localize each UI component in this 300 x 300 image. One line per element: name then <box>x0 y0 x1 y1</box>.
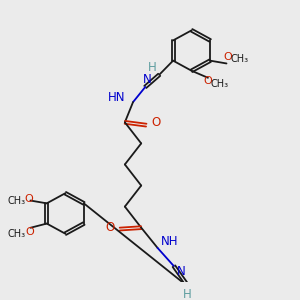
Text: N: N <box>177 265 186 278</box>
Text: O: O <box>105 221 115 234</box>
Text: N: N <box>142 74 151 86</box>
Text: O: O <box>224 52 232 62</box>
Text: H: H <box>183 288 192 300</box>
Text: CH₃: CH₃ <box>7 196 26 206</box>
Text: CH₃: CH₃ <box>231 54 249 64</box>
Text: HN: HN <box>108 91 126 103</box>
Text: H: H <box>147 61 156 74</box>
Text: CH₃: CH₃ <box>7 229 26 239</box>
Text: O: O <box>152 116 161 129</box>
Text: O: O <box>203 76 212 86</box>
Text: O: O <box>26 227 34 237</box>
Text: O: O <box>25 194 33 204</box>
Text: NH: NH <box>160 235 178 248</box>
Text: CH₃: CH₃ <box>210 79 229 89</box>
